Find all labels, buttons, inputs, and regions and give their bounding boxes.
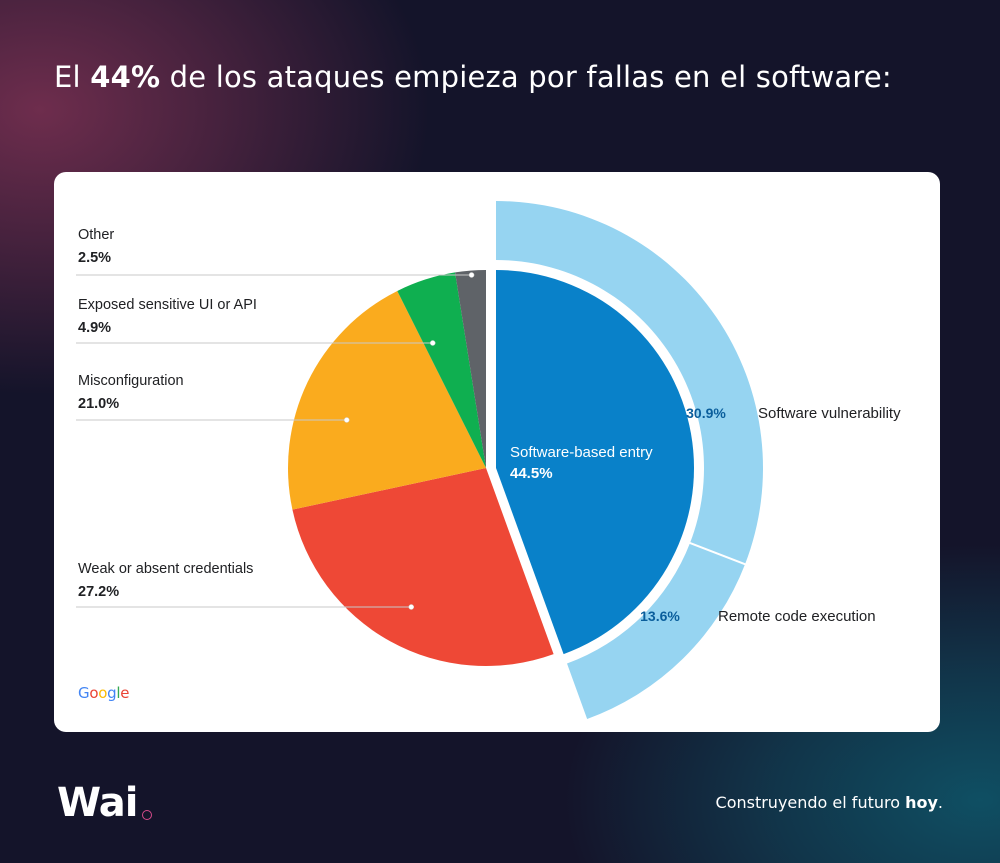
ring-segment-remote-code-execution xyxy=(567,542,746,719)
ring-value-remote-code-execution: 13.6% xyxy=(640,608,680,624)
slice-exposed-sensitive-ui-or-api xyxy=(397,272,486,468)
slice-value-weak-or-absent-credentials: 27.2% xyxy=(78,584,119,600)
slice-value-exposed-sensitive-ui-or-api: 4.9% xyxy=(78,320,111,336)
slice-software-based-entry xyxy=(496,270,695,655)
slice-value-other: 2.5% xyxy=(78,250,111,266)
slice-other xyxy=(455,270,486,468)
slice-label-weak-or-absent-credentials: Weak or absent credentials xyxy=(78,561,253,577)
slice-label-exposed-sensitive-ui-or-api: Exposed sensitive UI or API xyxy=(78,297,257,313)
ring-label-software-vulnerability: Software vulnerability xyxy=(758,405,901,422)
chart-card: 30.9% Software vulnerability 13.6% Remote c… xyxy=(54,172,940,732)
headline: El 44% de los ataques empieza por fallas… xyxy=(54,60,892,94)
pie-chart: 30.9% Software vulnerability 13.6% Remote c… xyxy=(76,201,901,719)
tagline-highlight: hoy xyxy=(905,793,938,812)
brand-logo: Wai xyxy=(57,780,138,826)
headline-pre: El xyxy=(54,60,91,94)
google-logo-letter: g xyxy=(107,684,117,702)
slice-label-other: Other xyxy=(78,227,114,243)
ring-separator xyxy=(671,534,748,566)
slice-value-software-based-entry: 44.5% xyxy=(510,465,553,482)
headline-highlight: 44% xyxy=(90,60,161,94)
google-logo-letter: o xyxy=(89,684,99,702)
tagline-post: . xyxy=(937,793,943,812)
leader-dot-weak-or-absent-credentials xyxy=(408,604,414,610)
brand-ring-icon xyxy=(142,810,152,820)
ring-value-software-vulnerability: 30.9% xyxy=(686,405,726,421)
slice-label-software-based-entry: Software-based entry xyxy=(510,444,653,461)
slice-value-misconfiguration: 21.0% xyxy=(78,396,119,412)
google-logo: Google xyxy=(78,684,129,702)
slice-misconfiguration xyxy=(288,290,486,510)
headline-post: de los ataques empieza por fallas en el … xyxy=(160,60,892,94)
tagline-pre: Construyendo el futuro xyxy=(715,793,906,812)
ring-segment-software-vulnerability xyxy=(496,201,763,565)
tagline: Construyendo el futuro hoy. xyxy=(716,793,943,812)
leader-dot-exposed-sensitive-ui-or-api xyxy=(429,340,436,346)
ring-label-remote-code-execution: Remote code execution xyxy=(718,608,876,625)
leader-dot-misconfiguration xyxy=(343,417,350,423)
google-logo-letter: l xyxy=(116,684,121,702)
google-logo-letter: e xyxy=(120,684,130,702)
leader-dot-other xyxy=(468,272,475,278)
google-logo-letter: o xyxy=(98,684,108,702)
slice-weak-or-absent-credentials xyxy=(292,468,554,666)
slice-label-misconfiguration: Misconfiguration xyxy=(78,373,184,389)
google-logo-letter: G xyxy=(78,684,90,702)
